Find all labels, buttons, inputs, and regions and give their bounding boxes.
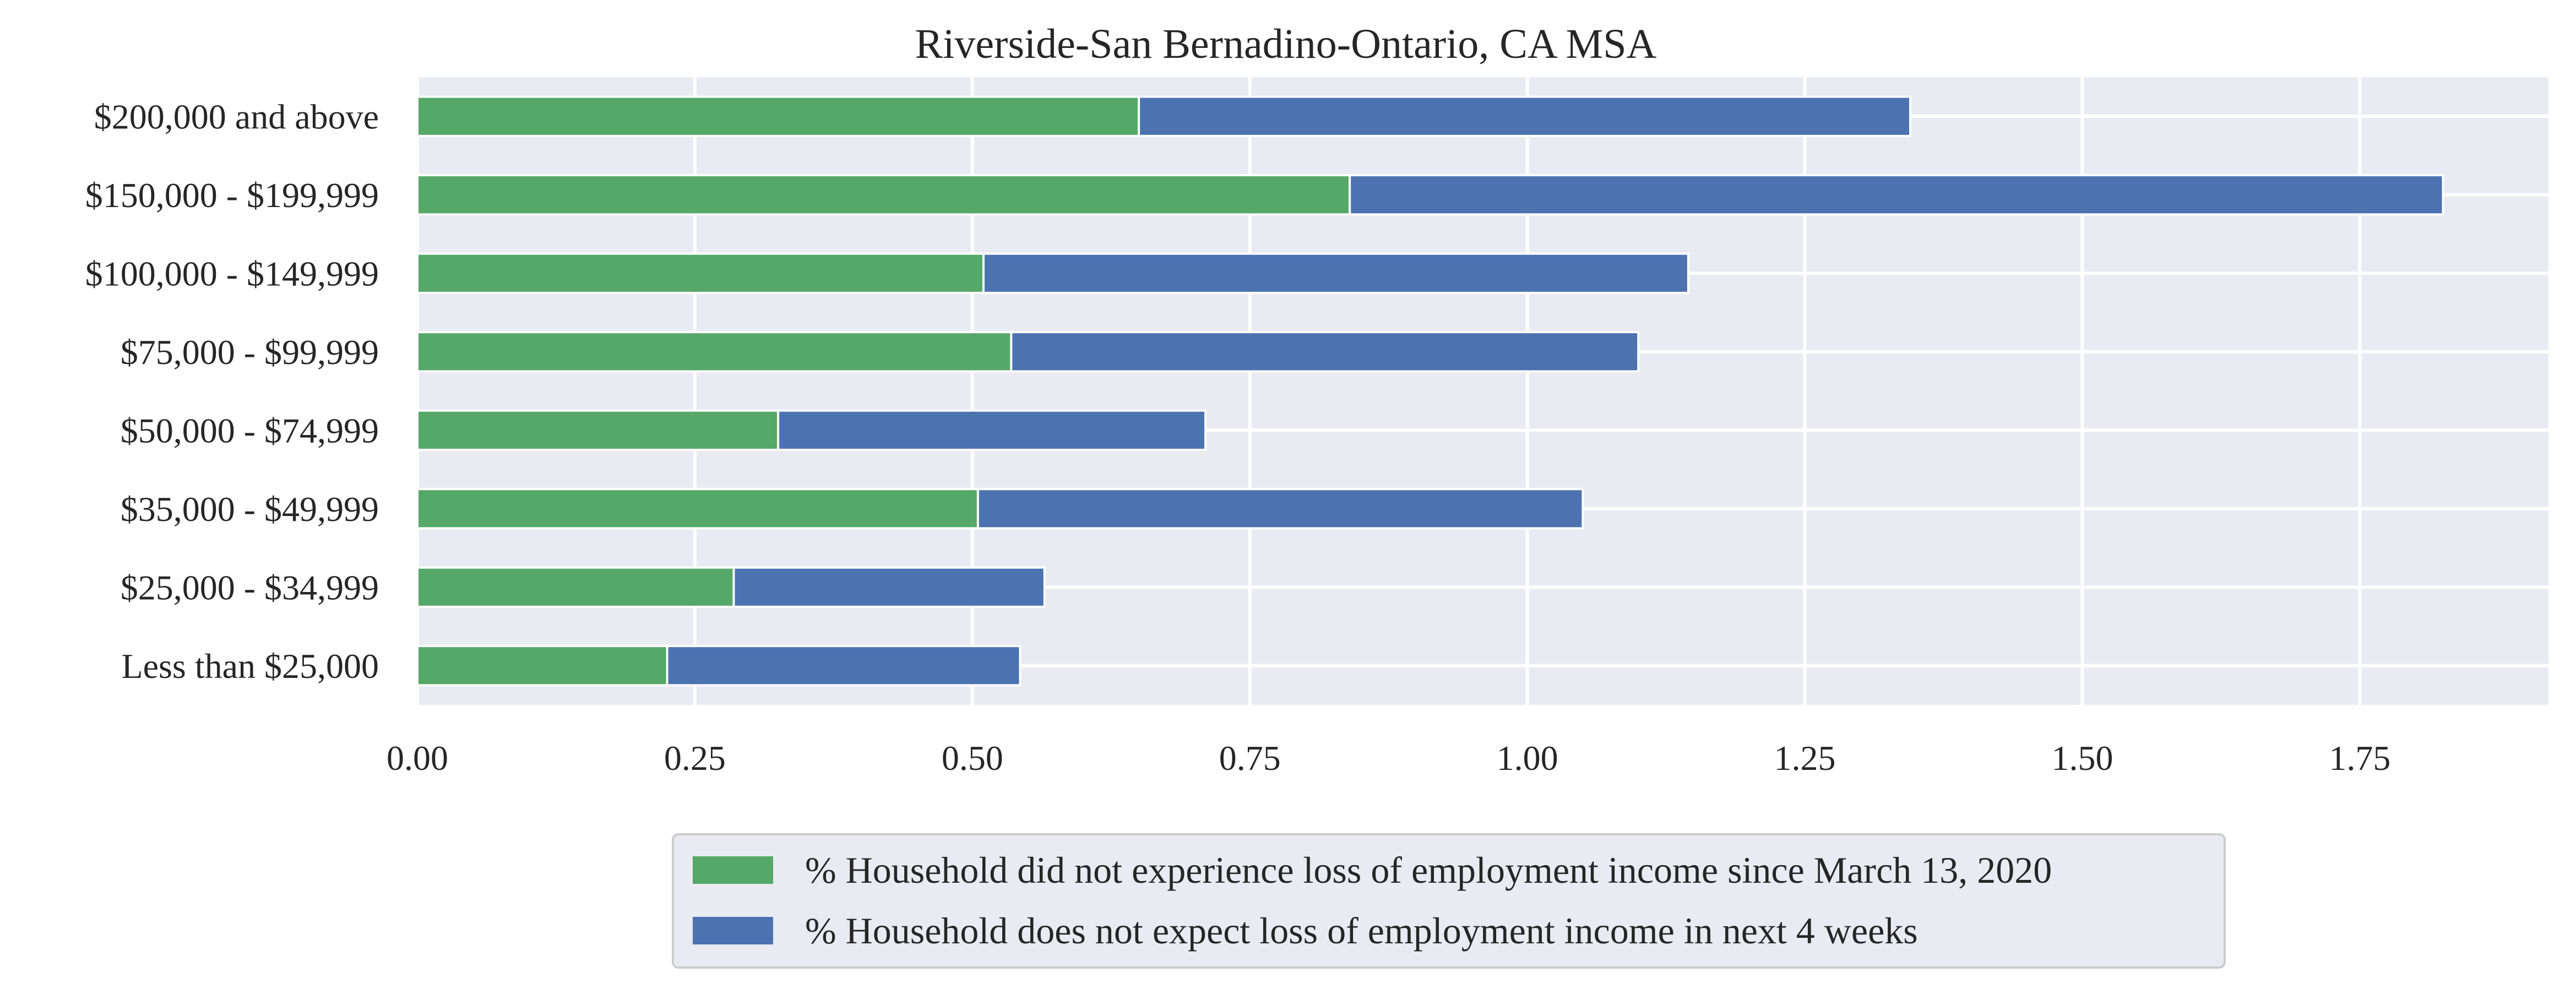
x-tick-label: 0.50 [942, 738, 1003, 778]
bar-series-1 [416, 409, 780, 451]
bar-series-1 [416, 174, 1351, 216]
bar-series-1 [416, 488, 979, 530]
legend-label: % Household does not expect loss of empl… [805, 910, 1918, 952]
bar-series-2 [1138, 95, 1912, 137]
legend-swatch [693, 856, 773, 884]
y-tick-label: $150,000 - $199,999 [85, 176, 379, 215]
x-tick-label: 1.25 [1774, 738, 1836, 778]
x-axis-ticks: 0.00 0.25 0.50 0.75 1.00 1.25 1.50 1.75 [387, 738, 2390, 778]
y-tick-label: $35,000 - $49,999 [121, 490, 379, 529]
legend-box [672, 833, 2226, 969]
bar-series-2 [732, 566, 1046, 608]
bar-series-2 [777, 409, 1207, 451]
x-tick-label: 0.00 [387, 738, 448, 778]
legend: % Household did not experience loss of e… [672, 833, 2226, 969]
bar-series-2 [982, 252, 1689, 294]
bar-series-1 [416, 566, 735, 608]
x-tick-label: 0.75 [1219, 738, 1281, 778]
y-tick-label: $25,000 - $34,999 [121, 568, 379, 607]
y-tick-label: $50,000 - $74,999 [121, 411, 379, 450]
plot-area [417, 77, 2548, 705]
x-tick-label: 1.00 [1497, 738, 1558, 778]
bar-series-2 [976, 488, 1584, 530]
bar-series-1 [416, 95, 1140, 137]
y-axis-ticks: $200,000 and above $150,000 - $199,999 $10… [85, 97, 379, 686]
bar-series-2 [1010, 331, 1640, 373]
chart-title: Riverside-San Bernadino-Ontario, CA MSA [915, 21, 1657, 67]
bars [416, 95, 2444, 687]
x-tick-label: 1.75 [2329, 738, 2390, 778]
legend-swatch [693, 917, 773, 944]
bar-series-1 [416, 252, 985, 294]
legend-label: % Household did not experience loss of e… [805, 849, 2052, 891]
x-tick-label: 0.25 [664, 738, 726, 778]
y-tick-label: $100,000 - $149,999 [85, 254, 379, 293]
bar-series-1 [416, 645, 669, 687]
y-tick-label: Less than $25,000 [122, 647, 379, 686]
y-tick-label: $75,000 - $99,999 [121, 333, 379, 372]
bar-series-2 [666, 645, 1021, 687]
x-tick-label: 1.50 [2051, 738, 2113, 778]
y-tick-label: $200,000 and above [94, 97, 379, 136]
bar-series-2 [1349, 174, 2444, 216]
bar-series-1 [416, 331, 1013, 373]
